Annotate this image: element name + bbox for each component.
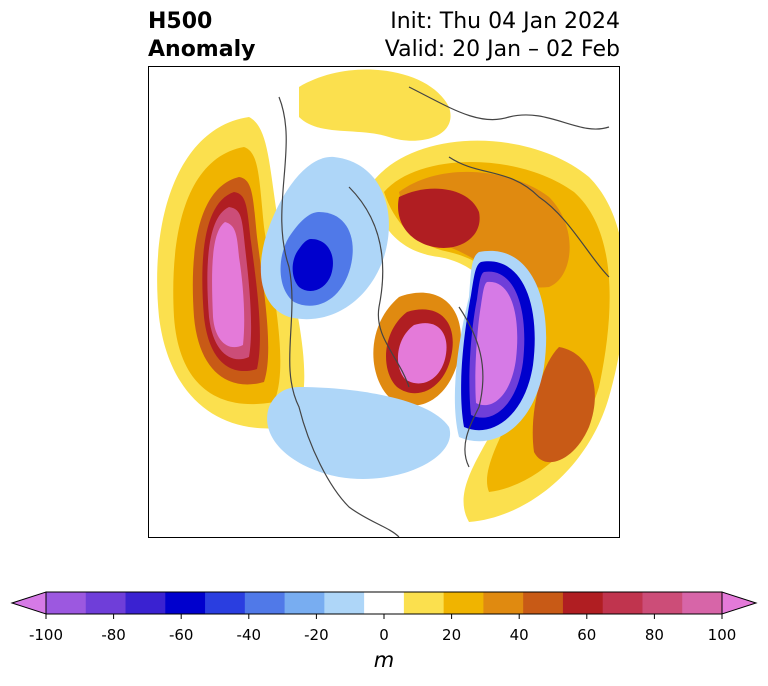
map-title: H500 Anomaly: [148, 8, 255, 64]
colorbar-cell: [562, 592, 604, 614]
colorbar-tick-label: 80: [644, 626, 664, 644]
colorbar-tick-label: -40: [236, 626, 262, 644]
colorbar-cell: [165, 592, 206, 614]
map-panel: [148, 66, 620, 538]
anomaly-map: [157, 69, 619, 537]
colorbar-extend-high: [721, 591, 758, 615]
colorbar-cell: [85, 592, 127, 614]
title-line-2: Anomaly: [148, 37, 256, 62]
colorbar-extend-low: [10, 591, 47, 615]
trough-violet-europe: [475, 281, 518, 406]
colorbar-cell: [682, 592, 723, 614]
colorbar-cell: [46, 592, 87, 614]
colorbar-tick-label: -100: [28, 626, 64, 644]
colorbar-cell: [324, 592, 365, 614]
colorbar-cell: [403, 592, 445, 614]
colorbar-cell: [284, 592, 325, 614]
colorbar-cell: [364, 592, 405, 614]
colorbar-tick-label: -60: [168, 626, 194, 644]
colorbar-cell: [483, 592, 524, 614]
colorbar-cell: [125, 592, 166, 614]
trough-core-canada: [292, 239, 333, 291]
ridge-rust-east: [532, 347, 595, 463]
colorbar-cell: [642, 592, 683, 614]
trough-light-us: [267, 387, 451, 479]
colorbar-unit: m: [373, 648, 395, 672]
colorbar-cell: [244, 592, 286, 614]
ridge-outer-north: [299, 69, 451, 141]
init-valid-label: Init: Thu 04 Jan 2024 Valid: 20 Jan – 02…: [385, 8, 620, 64]
colorbar-cell: [443, 592, 484, 614]
colorbar-cell: [602, 592, 643, 614]
colorbar-tick-label: 60: [577, 626, 597, 644]
title-line-1: H500: [148, 9, 213, 34]
ridge-magenta-west: [212, 222, 245, 348]
colorbar-tick-label: -80: [101, 626, 126, 644]
colorbar-tick-label: 20: [442, 626, 462, 644]
ridge-red-arctic: [398, 188, 480, 248]
colorbar-tick-label: 100: [707, 626, 737, 644]
colorbar-tick-label: -20: [304, 626, 329, 644]
colorbar-tick-label: 0: [379, 626, 389, 644]
colorbar-cell: [523, 592, 564, 614]
valid-range: Valid: 20 Jan – 02 Feb: [384, 37, 620, 62]
ridge-magenta-atlantic: [397, 323, 447, 384]
init-date: Init: Thu 04 Jan 2024: [390, 9, 620, 34]
colorbar: [10, 591, 758, 619]
colorbar-tick-label: 40: [509, 626, 529, 644]
colorbar-cell: [205, 592, 246, 614]
coastlines: [278, 86, 610, 537]
